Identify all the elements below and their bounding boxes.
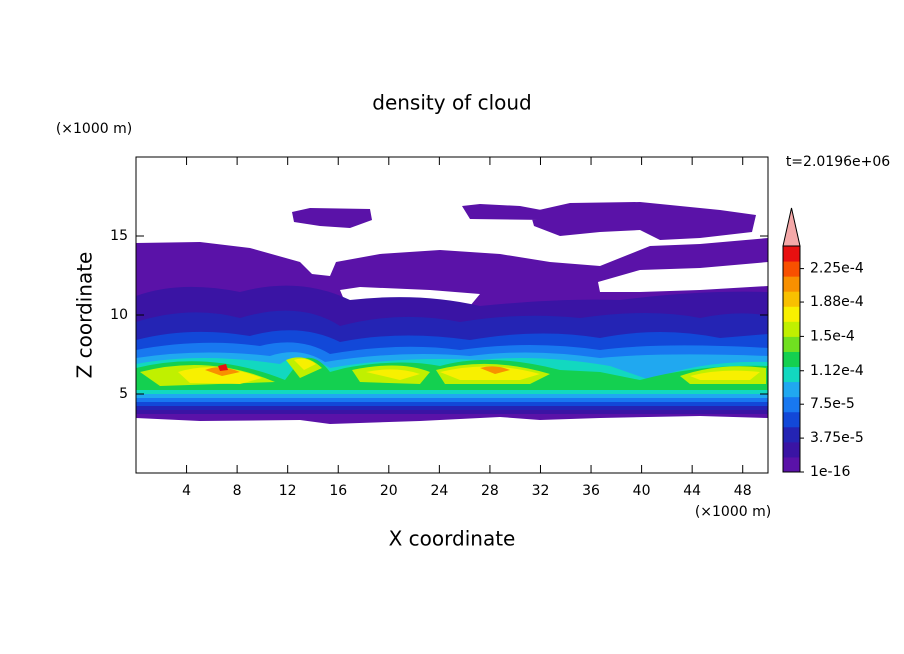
contour-fill [178,358,760,384]
x-tick-label: 40 [633,483,651,499]
colorbar-extend [782,207,801,247]
colorbar-band [783,261,800,277]
y-tick-label: 10 [110,307,128,323]
x-tick-label: 48 [734,483,752,499]
contour-fill [218,364,228,371]
colorbar-band [783,321,800,337]
x-tick-label: 12 [279,483,297,499]
x-tick-label: 8 [233,483,242,499]
colorbar-tick-label: 7.5e-5 [810,396,855,412]
colorbar-band [783,291,800,307]
colorbar-band [783,411,800,428]
x-tick-label: 16 [329,483,347,499]
chart-title: density of cloud [372,91,531,115]
colorbar-tick-label: 3.75e-5 [810,430,864,446]
colorbar-tick-label: 1.12e-4 [810,363,864,379]
colorbar-band [783,246,800,262]
colorbar-band [783,426,800,443]
y-unit: (×1000 m) [56,121,132,137]
annotation: t=2.0196e+06 [786,154,890,170]
colorbar-tick-label: 1.88e-4 [810,294,864,310]
colorbar-band [783,336,800,352]
y-tick-label: 15 [110,228,128,244]
colorbar-band [783,456,800,473]
y-axis-label: Z coordinate [73,252,97,379]
colorbar-band [783,381,800,398]
x-tick-label: 4 [182,483,191,499]
y-tick-label: 5 [119,386,128,402]
colorbar-band [783,396,800,413]
colorbar-tick-label: 1e-16 [810,464,850,480]
contour-field [136,202,768,424]
x-tick-label: 20 [380,483,398,499]
colorbar-frame [782,245,801,473]
colorbar-band [783,276,800,292]
x-tick-label: 44 [683,483,701,499]
x-tick-label: 28 [481,483,499,499]
colorbar-tick-label: 1.5e-4 [810,328,855,344]
colorbar-band [783,351,800,368]
x-tick-label: 32 [532,483,550,499]
x-unit: (×1000 m) [695,504,771,520]
contour-fill [292,202,756,240]
colorbar-tick-label: 2.25e-4 [810,261,864,277]
colorbar-band [783,441,800,458]
x-axis-label: X coordinate [389,527,516,551]
colorbar-band [783,366,800,383]
x-tick-label: 36 [582,483,600,499]
x-tick-label: 24 [430,483,448,499]
colorbar-band [783,306,800,322]
